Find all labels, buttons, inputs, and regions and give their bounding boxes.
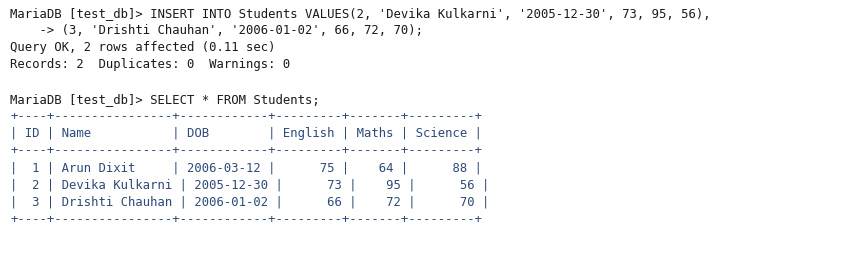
Text: -> (3, 'Drishti Chauhan', '2006-01-02', 66, 72, 70);: -> (3, 'Drishti Chauhan', '2006-01-02', … [10,24,423,37]
Text: +----+----------------+------------+---------+-------+---------+: +----+----------------+------------+----… [10,213,482,226]
Text: Records: 2  Duplicates: 0  Warnings: 0: Records: 2 Duplicates: 0 Warnings: 0 [10,58,290,71]
Text: MariaDB [test_db]> SELECT * FROM Students;: MariaDB [test_db]> SELECT * FROM Student… [10,93,320,106]
Text: |  3 | Drishti Chauhan | 2006-01-02 |      66 |    72 |      70 |: | 3 | Drishti Chauhan | 2006-01-02 | 66 … [10,196,490,209]
Text: |  2 | Devika Kulkarni | 2005-12-30 |      73 |    95 |      56 |: | 2 | Devika Kulkarni | 2005-12-30 | 73 … [10,179,490,192]
Text: +----+----------------+------------+---------+-------+---------+: +----+----------------+------------+----… [10,110,482,123]
Text: +----+----------------+------------+---------+-------+---------+: +----+----------------+------------+----… [10,144,482,157]
Text: MariaDB [test_db]> INSERT INTO Students VALUES(2, 'Devika Kulkarni', '2005-12-30: MariaDB [test_db]> INSERT INTO Students … [10,7,710,20]
Text: | ID | Name           | DOB        | English | Maths | Science |: | ID | Name | DOB | English | Maths | Sc… [10,127,482,140]
Text: Query OK, 2 rows affected (0.11 sec): Query OK, 2 rows affected (0.11 sec) [10,41,276,54]
Text: |  1 | Arun Dixit     | 2006-03-12 |      75 |    64 |      88 |: | 1 | Arun Dixit | 2006-03-12 | 75 | 64 … [10,162,482,175]
